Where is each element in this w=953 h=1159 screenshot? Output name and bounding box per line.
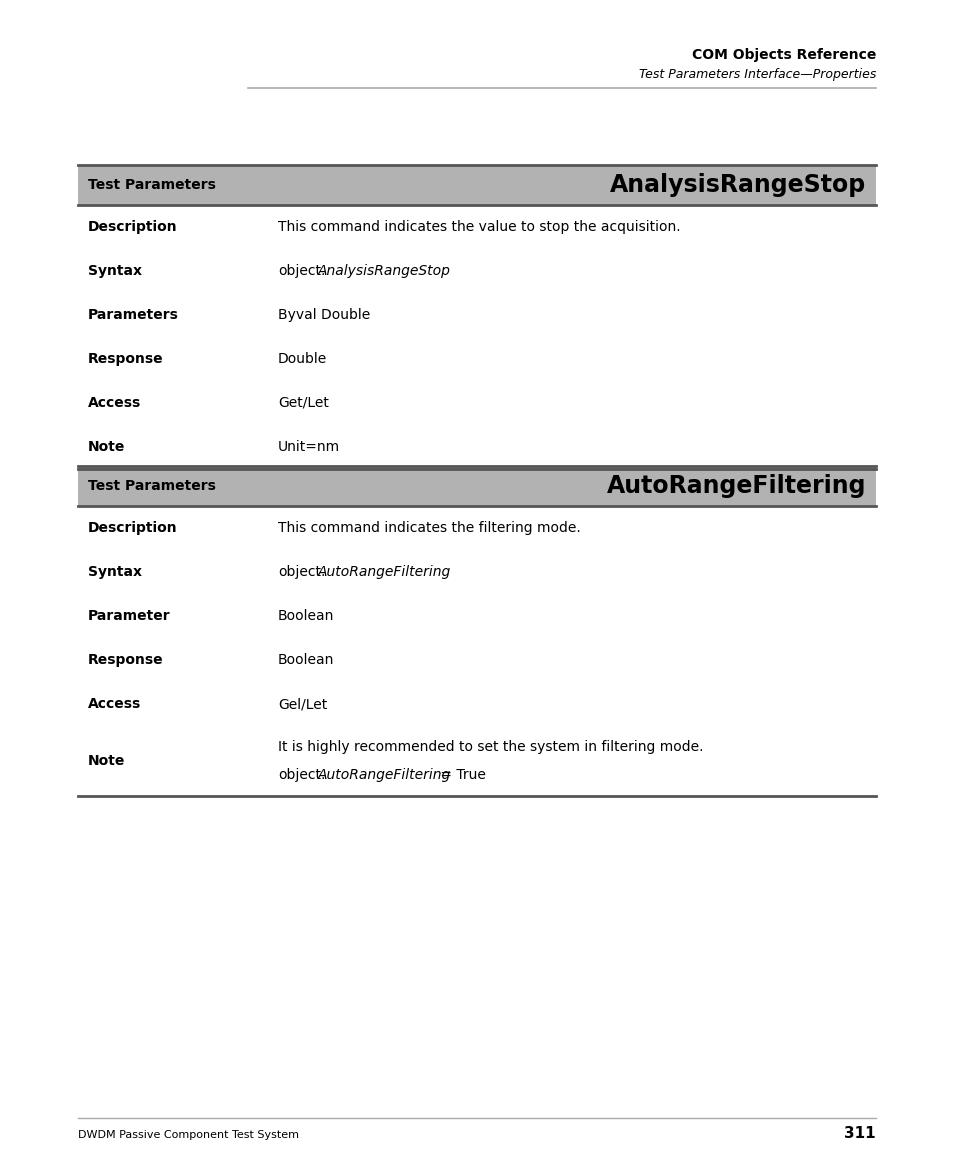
Text: AnalysisRangeStop: AnalysisRangeStop [609,173,865,197]
Text: Access: Access [88,396,141,410]
Text: Test Parameters: Test Parameters [88,479,215,493]
Text: object.: object. [277,264,325,278]
Text: Boolean: Boolean [277,608,334,624]
Bar [78,381,875,425]
Bar [78,425,875,469]
Text: Description: Description [88,220,177,234]
Text: This command indicates the value to stop the acquisition.: This command indicates the value to stop… [277,220,679,234]
Text: AutoRangeFiltering: AutoRangeFiltering [606,474,865,498]
Text: = True: = True [436,768,485,782]
Bar [78,595,875,637]
Bar [78,249,875,293]
Bar [78,726,875,796]
Text: Byval Double: Byval Double [277,308,370,322]
Bar [78,551,875,595]
Text: 311: 311 [843,1127,875,1140]
Text: Response: Response [88,653,164,666]
Bar [78,506,875,551]
Text: Note: Note [88,755,125,768]
Bar [78,337,875,381]
Text: Access: Access [88,697,141,710]
Text: This command indicates the filtering mode.: This command indicates the filtering mod… [277,522,580,535]
Text: Syntax: Syntax [88,264,142,278]
Text: DWDM Passive Component Test System: DWDM Passive Component Test System [78,1130,298,1140]
Text: Test Parameters Interface—Properties: Test Parameters Interface—Properties [638,68,875,81]
Text: Syntax: Syntax [88,564,142,580]
Text: Response: Response [88,352,164,366]
Text: Note: Note [88,440,125,454]
Text: AnalysisRangeStop: AnalysisRangeStop [317,264,451,278]
Bar [78,637,875,681]
Text: Double: Double [277,352,327,366]
Text: Description: Description [88,522,177,535]
Bar [78,293,875,337]
Text: AutoRangeFiltering: AutoRangeFiltering [317,768,451,782]
Text: COM Objects Reference: COM Objects Reference [691,48,875,61]
Bar [78,681,875,726]
Text: object.: object. [277,768,325,782]
Text: Test Parameters: Test Parameters [88,178,215,192]
Text: Unit=nm: Unit=nm [277,440,340,454]
Text: Boolean: Boolean [277,653,334,666]
Text: It is highly recommended to set the system in filtering mode.: It is highly recommended to set the syst… [277,739,702,755]
Text: AutoRangeFiltering: AutoRangeFiltering [317,564,451,580]
Bar [78,165,875,205]
Text: Parameters: Parameters [88,308,179,322]
Bar [78,466,875,506]
Text: object.: object. [277,564,325,580]
Text: Gel/Let: Gel/Let [277,697,327,710]
Bar [78,205,875,249]
Text: Get/Let: Get/Let [277,396,329,410]
Text: Parameter: Parameter [88,608,171,624]
